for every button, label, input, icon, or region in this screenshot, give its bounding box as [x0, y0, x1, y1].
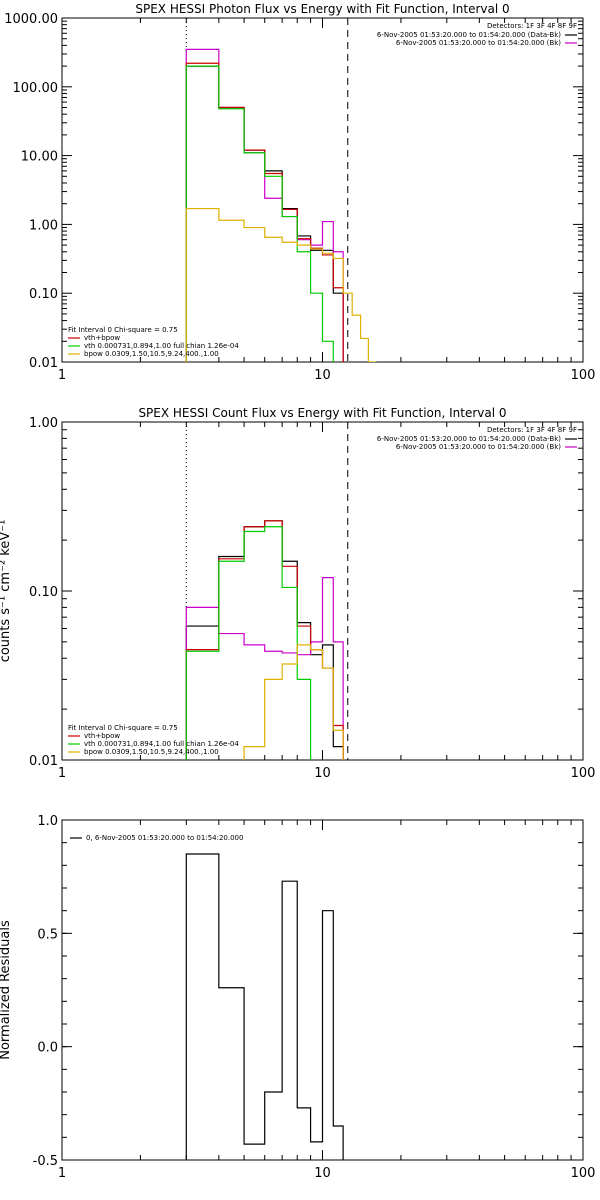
y-tick-label: 1.00	[29, 416, 58, 431]
x-tick-label: 10	[314, 1166, 331, 1181]
legend-entry: vth+bpow	[84, 732, 120, 740]
y-tick-label: 0.10	[29, 287, 58, 302]
series-line-1	[185, 853, 344, 1160]
y-tick-label: 1.00	[29, 218, 58, 233]
y-tick-label: 0.10	[29, 585, 58, 600]
y-tick-label: 100.00	[13, 81, 59, 96]
x-tick-label: 1	[58, 368, 66, 383]
legend-entry: bpow 0.0309,1.50,10.5,9.24,400.,1.00	[84, 748, 219, 756]
legend-entry: vth+bpow	[84, 334, 120, 342]
chart-title: SPEX HESSI Photon Flux vs Energy with Fi…	[135, 2, 509, 16]
y-axis-label: counts s⁻¹ cm⁻² keV⁻¹	[0, 520, 13, 663]
detectors-label: Detectors: 1F 3F 4F 8F 9F	[487, 426, 577, 434]
legend-entry: 6-Nov-2005 01:53:20.000 to 01:54:20.000 …	[377, 31, 561, 39]
series-line-2	[185, 577, 344, 760]
legend-entry: 0, 6-Nov-2005 01:53:20.000 to 01:54:20.0…	[86, 834, 243, 842]
legend-entry: 6-Nov-2005 01:53:20.000 to 01:54:20.000 …	[396, 39, 561, 47]
chart-title: SPEX HESSI Count Flux vs Energy with Fit…	[138, 406, 506, 420]
chart-panel-3: 1 10 100 -0.5 0.0 0.5 1.0 Normalized Residuals 0…	[0, 814, 596, 1181]
x-tick-label: 1	[58, 766, 66, 781]
y-tick-label: -0.5	[33, 1154, 58, 1169]
series-line-5	[185, 207, 377, 362]
x-tick-label: 1	[58, 1166, 66, 1181]
y-tick-label: 1.0	[37, 814, 58, 829]
y-tick-label: 0.0	[37, 1041, 58, 1056]
x-tick-label: 100	[571, 368, 596, 383]
x-tick-label: 10	[314, 368, 331, 383]
y-axis-label: Normalized Residuals	[0, 920, 13, 1060]
series-line-4	[185, 526, 312, 760]
chart-panel-1: SPEX HESSI Photon Flux vs Energy with Fi…	[4, 2, 596, 383]
series-line-5	[243, 644, 344, 760]
y-tick-label: 0.01	[29, 754, 58, 769]
series-line-4	[185, 65, 334, 362]
detectors-label: Detectors: 1F 3F 4F 8F 9F	[487, 22, 577, 30]
series-line-3	[185, 62, 344, 362]
legend-entry: 6-Nov-2005 01:53:20.000 to 01:54:20.000 …	[377, 435, 561, 443]
x-tick-label: 10	[314, 766, 331, 781]
legend-entry: vth 0.000731,0.894,1.00 full chian 1.26e…	[84, 342, 239, 350]
legend-entry: bpow 0.0309,1.50,10.5,9.24,400.,1.00	[84, 350, 219, 358]
legend-entry: vth 0.000731,0.894,1.00 full chian 1.26e…	[84, 740, 239, 748]
chart-panel-2: SPEX HESSI Count Flux vs Energy with Fit…	[0, 406, 596, 781]
series-line-1	[185, 520, 344, 760]
y-tick-label: 0.01	[29, 356, 58, 371]
y-tick-label: 0.5	[37, 927, 58, 942]
y-tick-label: 10.00	[21, 150, 58, 165]
y-tick-label: 1000.00	[4, 12, 58, 27]
x-tick-label: 100	[571, 1166, 596, 1181]
fit-heading: Fit Interval 0 Chi-square = 0.75	[68, 724, 178, 732]
fit-heading: Fit Interval 0 Chi-square = 0.75	[68, 326, 178, 334]
x-tick-label: 100	[571, 766, 596, 781]
legend-entry: 6-Nov-2005 01:53:20.000 to 01:54:20.000 …	[396, 443, 561, 451]
